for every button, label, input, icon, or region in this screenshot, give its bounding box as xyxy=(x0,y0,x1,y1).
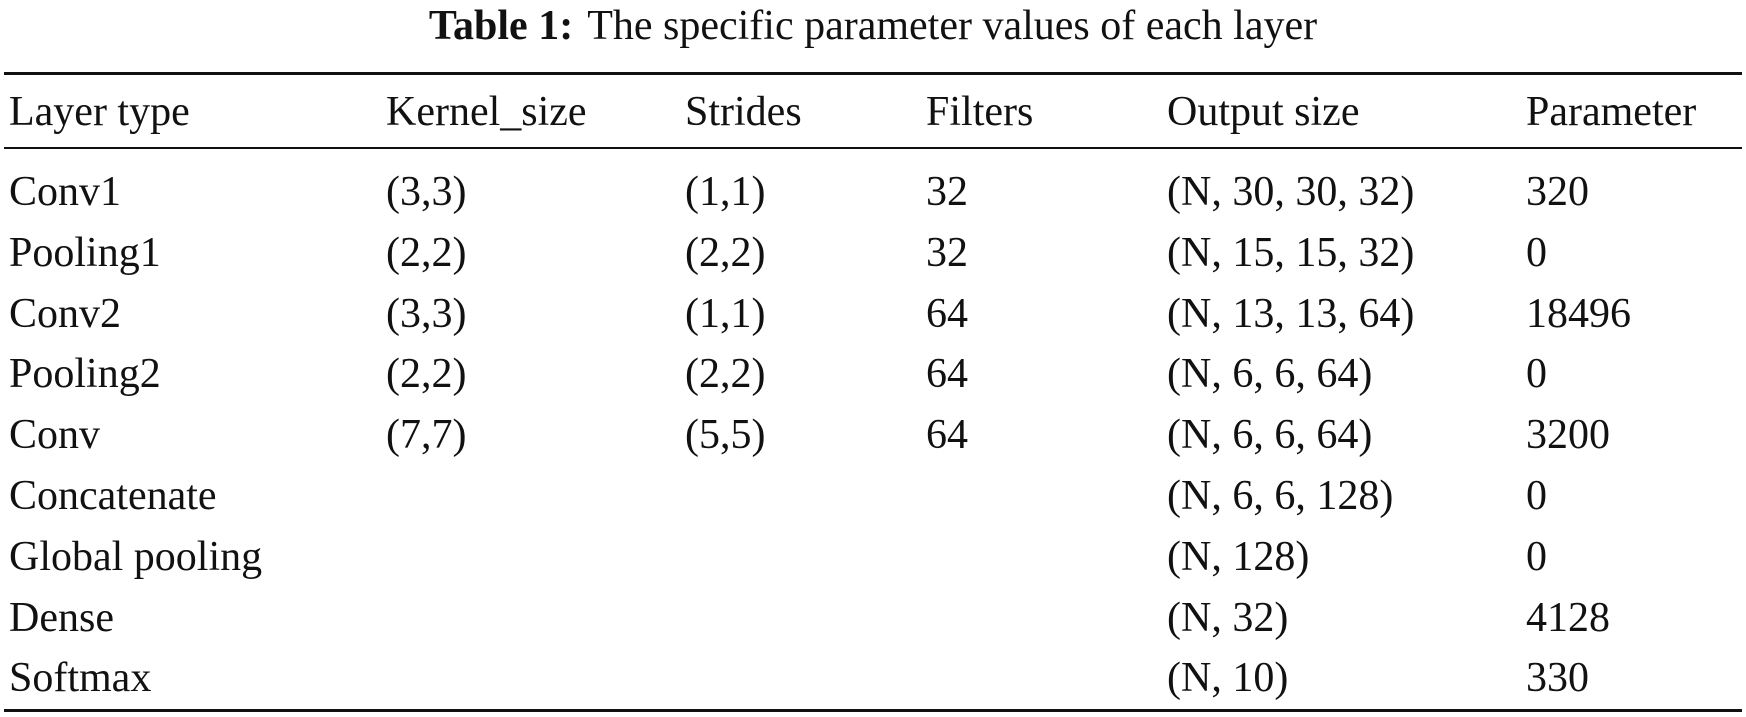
table-cell: Pooling2 xyxy=(9,351,161,398)
column-header: Output size xyxy=(1167,89,1360,135)
table-cell: 0 xyxy=(1526,229,1547,276)
table-cell: (2,2) xyxy=(386,229,467,276)
table-cell: 64 xyxy=(926,351,968,398)
table-cell: (N, 6, 6, 64) xyxy=(1167,351,1373,398)
table-cell: (N, 15, 15, 32) xyxy=(1167,229,1415,276)
table-cell: (1,1) xyxy=(685,290,766,337)
table-cell: 4128 xyxy=(1526,594,1610,641)
table-cell: 0 xyxy=(1526,351,1547,398)
table-cell: Conv2 xyxy=(9,290,122,337)
table-cell: (N, 10) xyxy=(1167,655,1289,702)
table-cell: 0 xyxy=(1526,473,1547,519)
column-header: Layer type xyxy=(9,89,190,135)
table-cell: (N, 30, 30, 32) xyxy=(1167,169,1415,215)
table-cell: (3,3) xyxy=(386,290,467,337)
table-cell: Conv1 xyxy=(9,169,122,215)
table-cell: 0 xyxy=(1526,533,1547,580)
table-cell: 32 xyxy=(926,229,968,276)
table-cell: 18496 xyxy=(1526,290,1631,337)
table-cell: Global pooling xyxy=(9,533,263,580)
column-header: Filters xyxy=(926,89,1034,135)
table-cell: 32 xyxy=(926,169,968,215)
table-cell: (N, 6, 6, 128) xyxy=(1167,473,1394,519)
table-cell: Conv xyxy=(9,412,101,459)
table-cell: 320 xyxy=(1526,169,1589,215)
table-cell: (N, 128) xyxy=(1167,533,1310,580)
table-label: Table 1: xyxy=(428,3,574,49)
table-cell: 3200 xyxy=(1526,412,1610,459)
table-cell: (N, 6, 6, 64) xyxy=(1167,412,1373,459)
table-cell: Softmax xyxy=(9,655,152,702)
table-cell: Dense xyxy=(9,594,114,641)
table-cell: (N, 13, 13, 64) xyxy=(1167,290,1415,337)
table-cell: (1,1) xyxy=(685,169,766,215)
table-cell: (3,3) xyxy=(386,169,467,215)
column-header: Kernel_size xyxy=(386,89,587,135)
bottom-rule xyxy=(4,709,1742,712)
table-title: Table 1: The specific parameter values of… xyxy=(0,2,1746,50)
table-cell: (2,2) xyxy=(685,229,766,276)
column-header: Parameter xyxy=(1526,89,1697,135)
table-cell: Pooling1 xyxy=(9,229,161,276)
table-cell: 64 xyxy=(926,412,968,459)
top-rule xyxy=(4,72,1742,75)
table-cell: 330 xyxy=(1526,655,1589,702)
table-cell: (5,5) xyxy=(685,412,766,459)
table-cell: (2,2) xyxy=(386,351,467,398)
table-cell: 64 xyxy=(926,290,968,337)
header-rule xyxy=(4,147,1742,149)
table-caption: The specific parameter values of each la… xyxy=(587,3,1318,49)
table-cell: (2,2) xyxy=(685,351,766,398)
table-cell: (N, 32) xyxy=(1167,594,1289,641)
table-cell: (7,7) xyxy=(386,412,467,459)
table-cell: Concatenate xyxy=(9,473,217,519)
column-header: Strides xyxy=(685,89,802,135)
